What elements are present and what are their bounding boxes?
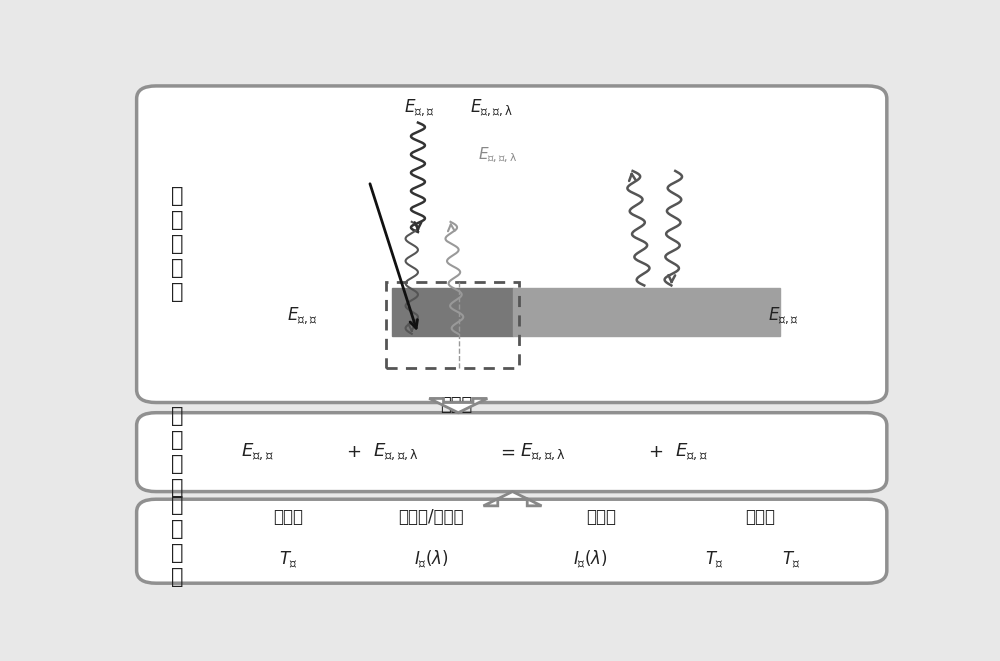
Text: $E_{\rm 热,空}$: $E_{\rm 热,空}$ bbox=[404, 97, 434, 118]
Bar bbox=[386, 282, 519, 368]
Text: 测
量
技
术: 测 量 技 术 bbox=[171, 495, 184, 587]
Text: $I_{\rm 空}(\lambda)$: $I_{\rm 空}(\lambda)$ bbox=[414, 548, 448, 570]
Text: $+$: $+$ bbox=[648, 443, 663, 461]
Text: $=$: $=$ bbox=[497, 443, 516, 461]
Bar bbox=[392, 288, 512, 336]
Text: 控制体: 控制体 bbox=[441, 396, 473, 414]
Polygon shape bbox=[483, 492, 542, 506]
Bar bbox=[512, 288, 780, 336]
FancyBboxPatch shape bbox=[137, 412, 887, 492]
Polygon shape bbox=[429, 399, 487, 412]
FancyBboxPatch shape bbox=[137, 499, 887, 583]
Text: $E_{\rm 辐,空,\lambda}$: $E_{\rm 辐,空,\lambda}$ bbox=[470, 97, 512, 118]
Text: 成像法: 成像法 bbox=[746, 508, 776, 526]
Text: $E_{\rm 热,基}$: $E_{\rm 热,基}$ bbox=[768, 305, 799, 327]
Text: $E_{\rm 热,涂}$: $E_{\rm 热,涂}$ bbox=[675, 442, 708, 462]
Text: $E_{\rm 辐,发,\lambda}$: $E_{\rm 辐,发,\lambda}$ bbox=[478, 146, 517, 165]
Text: $T_{\rm 空}$: $T_{\rm 空}$ bbox=[279, 549, 297, 570]
Text: 光谱法/椭偏法: 光谱法/椭偏法 bbox=[398, 508, 464, 526]
Text: 成像法: 成像法 bbox=[273, 508, 303, 526]
Text: $E_{\rm 辐,空,\lambda}$: $E_{\rm 辐,空,\lambda}$ bbox=[373, 442, 419, 462]
Text: $T_{\rm 基}$: $T_{\rm 基}$ bbox=[782, 549, 801, 570]
Text: $T_{\rm 涂}$: $T_{\rm 涂}$ bbox=[705, 549, 723, 570]
Text: 椭偏法: 椭偏法 bbox=[587, 508, 617, 526]
Text: $+$: $+$ bbox=[346, 443, 361, 461]
Text: $E_{\rm 热,空}$: $E_{\rm 热,空}$ bbox=[241, 442, 274, 462]
Text: 能
量
守
恒: 能 量 守 恒 bbox=[171, 406, 184, 498]
Text: $E_{\rm 辐,发,\lambda}$: $E_{\rm 辐,发,\lambda}$ bbox=[520, 442, 566, 462]
Text: $I_{\rm 涂}(\lambda)$: $I_{\rm 涂}(\lambda)$ bbox=[573, 548, 607, 570]
FancyBboxPatch shape bbox=[137, 86, 887, 403]
Text: 绝
热
控
制
体: 绝 热 控 制 体 bbox=[171, 186, 184, 302]
Text: $E_{\rm 热,涂}$: $E_{\rm 热,涂}$ bbox=[287, 305, 317, 327]
